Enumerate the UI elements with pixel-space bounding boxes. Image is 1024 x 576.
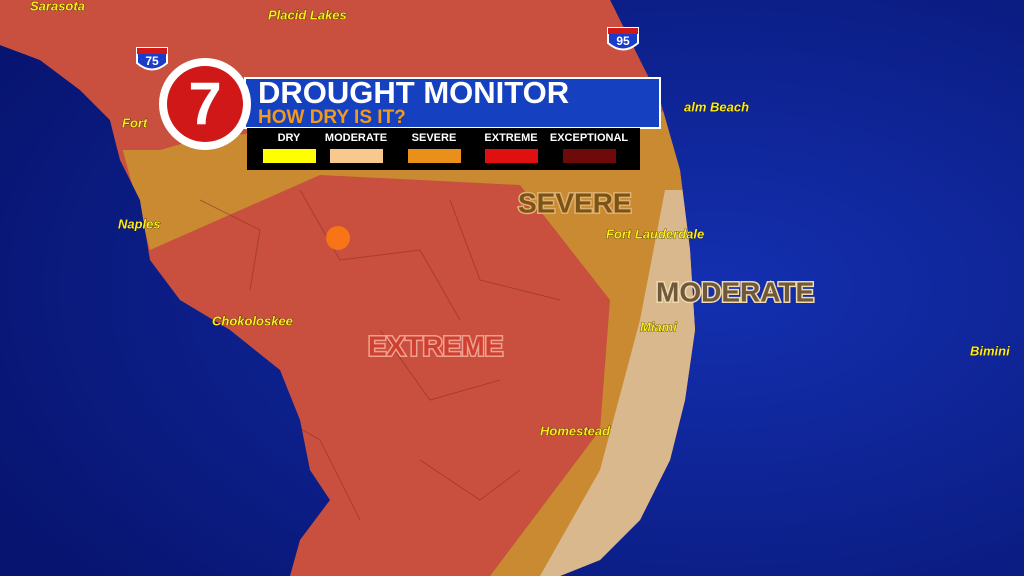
- severe-area: [120, 100, 695, 576]
- logo: [167, 66, 243, 142]
- place-label: Naples: [118, 216, 161, 231]
- place-label: alm Beach: [684, 99, 749, 114]
- highway-number: 95: [616, 34, 630, 48]
- highway-shield-top: [137, 48, 167, 54]
- subtitle: HOW DRY IS IT?: [258, 107, 406, 128]
- highway-shield-top: [608, 28, 638, 34]
- zone-label: SEVERE: [518, 187, 632, 218]
- legend-label: MODERATE: [325, 132, 387, 144]
- place-label: Miami: [640, 319, 677, 334]
- legend-label: DRY: [278, 132, 301, 144]
- header: DROUGHT MONITOR HOW DRY IS IT? 7 DRY MODE…: [159, 58, 661, 170]
- legend-label: EXTREME: [484, 132, 537, 144]
- zone-label: MODERATE: [656, 276, 814, 307]
- place-label: Placid Lakes: [268, 7, 347, 22]
- title: DROUGHT MONITOR: [258, 75, 569, 110]
- place-label: Homestead: [540, 423, 611, 438]
- legend-swatch: [263, 149, 316, 163]
- legend-swatch: [485, 149, 538, 163]
- logo-text: 7: [188, 70, 221, 137]
- place-label: Bimini: [970, 343, 1010, 358]
- zone-label: EXTREME: [368, 330, 503, 361]
- legend-label: EXCEPTIONAL: [550, 132, 629, 144]
- legend-swatch: [330, 149, 383, 163]
- fire-icon: [326, 226, 350, 250]
- cracks: [199, 189, 561, 521]
- place-label: Sarasota: [30, 0, 85, 13]
- place-label: Fort Lauderdale: [606, 226, 704, 241]
- legend-swatch: [408, 149, 461, 163]
- extreme-area-north: [0, 0, 620, 150]
- place-label: Fort: [122, 115, 148, 130]
- legend-swatch: [563, 149, 616, 163]
- place-label: Chokoloskee: [212, 313, 293, 328]
- legend-label: SEVERE: [412, 132, 457, 144]
- highway-number: 75: [145, 54, 159, 68]
